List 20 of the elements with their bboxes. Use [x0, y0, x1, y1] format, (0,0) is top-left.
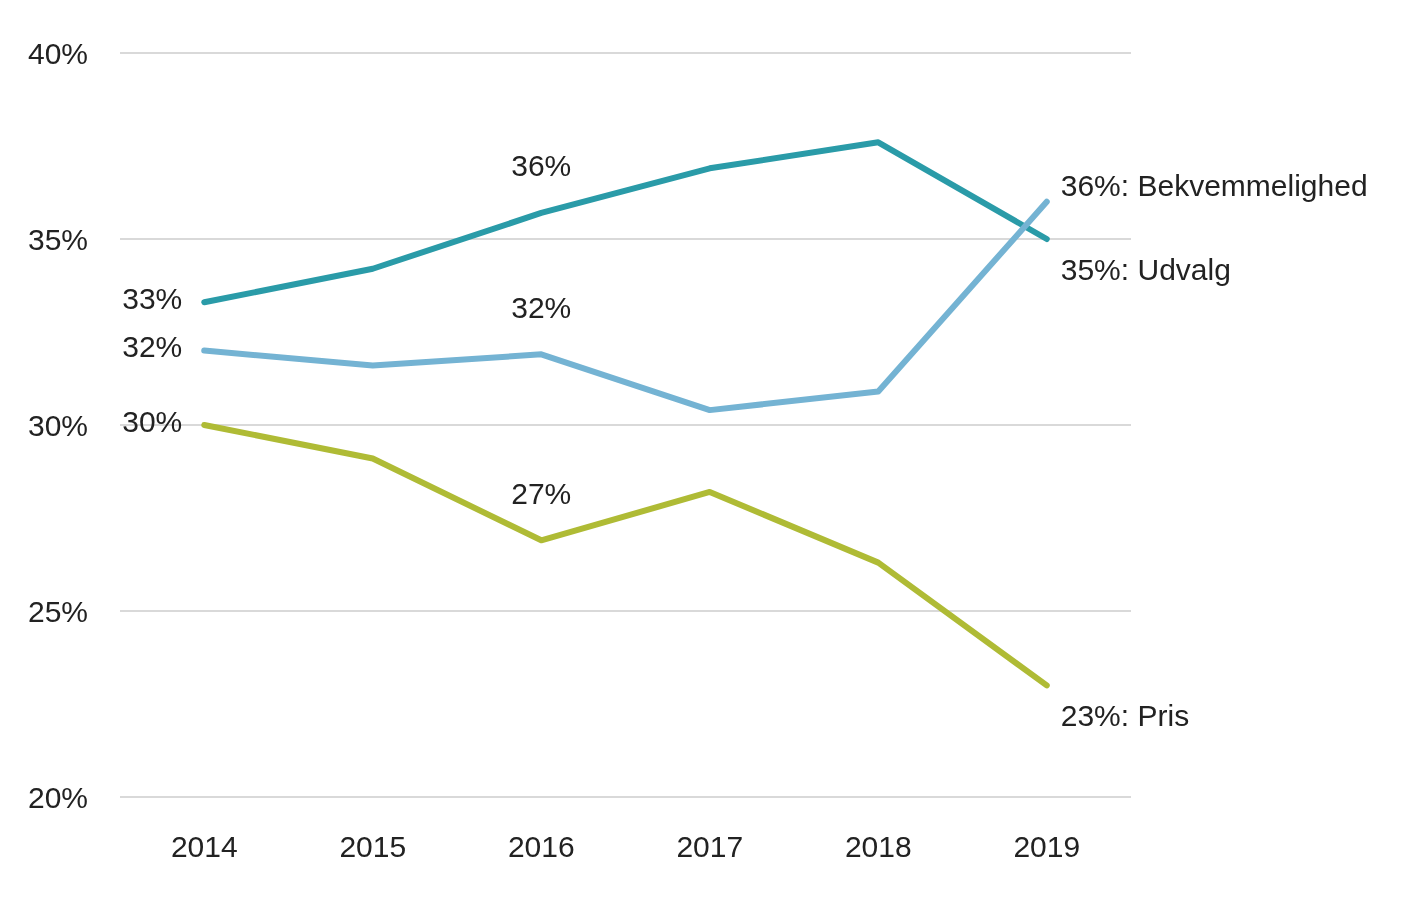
data-label: 36% — [511, 149, 572, 183]
x-tick-label: 2018 — [844, 829, 912, 863]
data-label: 32% — [511, 290, 572, 324]
x-tick-label: 2019 — [1013, 829, 1081, 863]
data-label: 27% — [511, 476, 572, 510]
x-tick-label: 2017 — [676, 829, 744, 863]
text: 23%: Pris — [1060, 698, 1190, 732]
x-tick-label: 2015 — [339, 829, 407, 863]
y-tick-label: 35% — [27, 222, 88, 256]
y-tick-label: 25% — [27, 594, 88, 628]
text: 36%: Bekvemmelighed — [1060, 169, 1368, 203]
x-tick-label: 2014 — [170, 829, 238, 863]
y-tick-label: 30% — [27, 408, 88, 442]
y-tick-label: 20% — [27, 780, 88, 814]
text: 35%: Udvalg — [1060, 252, 1231, 286]
data-label: 30% — [122, 404, 183, 438]
x-tick-label: 2016 — [507, 829, 575, 863]
data-label: 32% — [122, 330, 183, 364]
y-tick-label: 40% — [27, 36, 88, 70]
data-label: 33% — [122, 281, 183, 315]
